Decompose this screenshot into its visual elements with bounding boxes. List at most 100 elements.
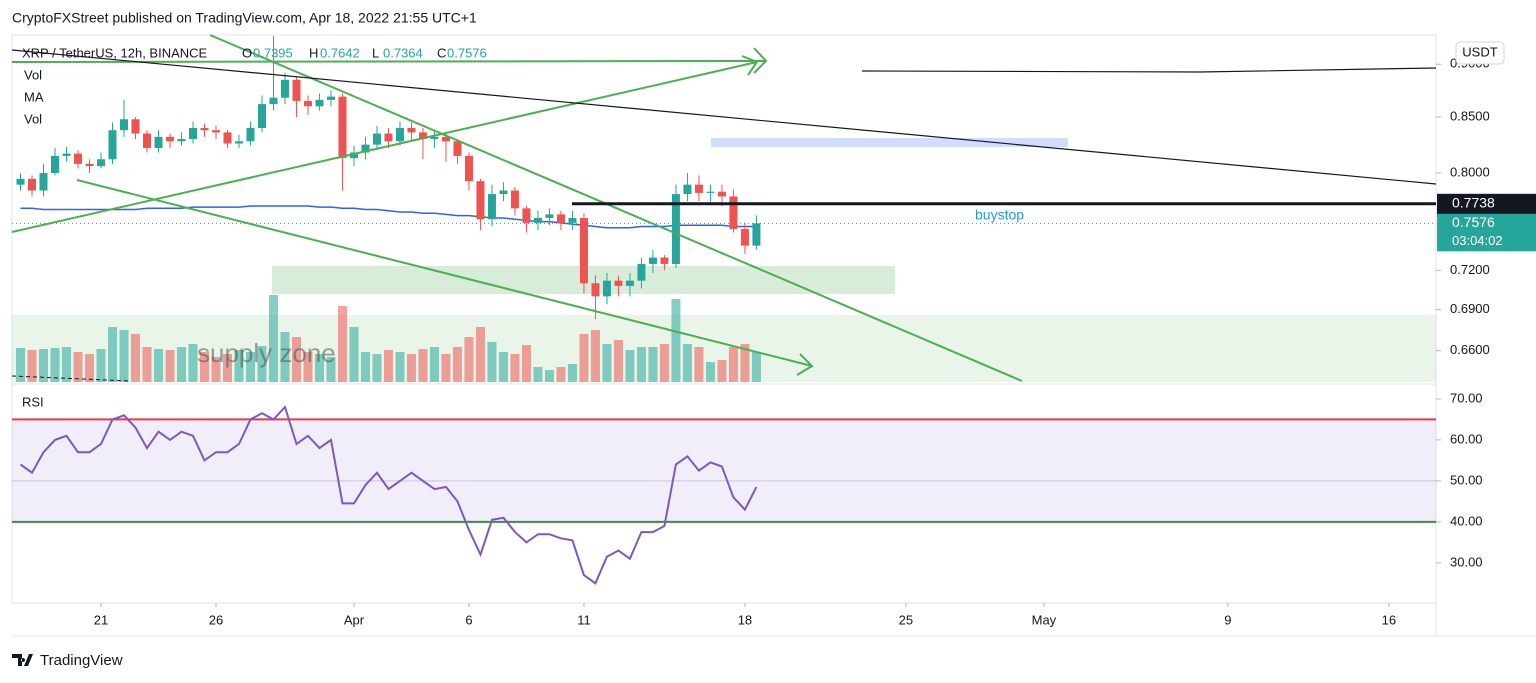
- volume-bar: [39, 349, 49, 382]
- volume-bar: [96, 349, 106, 382]
- ohlc-value: 0.7395: [253, 45, 293, 60]
- volume-bar: [705, 362, 715, 382]
- candle-body: [441, 136, 450, 142]
- candle-body: [119, 119, 128, 131]
- candle-body: [660, 257, 669, 264]
- volume-bar: [556, 367, 566, 382]
- volume-bar: [314, 354, 324, 382]
- trendline: [11, 49, 1437, 185]
- ohlc-value: 0.7642: [320, 45, 360, 60]
- currency-box: [1455, 41, 1505, 65]
- price-level-label: 0.7738: [1452, 195, 1495, 211]
- candle-body: [395, 127, 404, 142]
- last-price-box: [1437, 213, 1536, 252]
- candle-body: [74, 153, 83, 164]
- candle-body: [108, 130, 117, 160]
- volume-bar: [406, 354, 416, 382]
- candle-body: [671, 194, 680, 264]
- candle-body: [177, 139, 186, 142]
- x-tick-label: Apr: [344, 612, 365, 627]
- y-tick-label: 0.6600: [1450, 342, 1490, 357]
- volume-bar: [176, 347, 186, 382]
- x-tick-label: 18: [738, 612, 752, 627]
- supply-zone-label: supply zone: [197, 338, 336, 368]
- candle-body: [476, 181, 485, 220]
- volume-bar: [544, 370, 554, 382]
- volume-bar: [464, 337, 474, 382]
- legend-item: Vol: [24, 67, 42, 82]
- ohlc-value: 0.7364: [383, 45, 423, 60]
- candle-layer: [16, 35, 761, 320]
- candle-body: [349, 152, 358, 159]
- candle-body: [257, 104, 266, 128]
- candle-body: [430, 136, 439, 140]
- candle-body: [579, 217, 588, 284]
- y-tick-label: 70.00: [1450, 390, 1483, 405]
- x-tick-label: May: [1032, 612, 1057, 627]
- volume-bar: [16, 348, 26, 382]
- candle-body: [51, 155, 60, 174]
- volume-bar: [567, 364, 577, 382]
- volume-bar: [199, 352, 209, 382]
- volume-bar: [372, 354, 382, 382]
- candle-body: [591, 283, 600, 297]
- volume-layer: [16, 295, 761, 382]
- trendlines: [11, 34, 1023, 382]
- ma-layer: [12, 205, 1436, 229]
- y-tick-label: 0.8000: [1450, 164, 1490, 179]
- volume-bar: [602, 344, 612, 382]
- last-price-label: 0.7576: [1452, 214, 1495, 230]
- candle-body: [568, 217, 577, 223]
- buystop-label: buystop: [975, 207, 1024, 223]
- candle-body: [142, 133, 151, 148]
- candle-body: [246, 127, 255, 142]
- candle-body: [487, 194, 496, 220]
- y-tick-label: 50.00: [1450, 472, 1483, 487]
- currency-label: USDT: [1462, 44, 1497, 59]
- candle-body: [39, 173, 48, 191]
- candle-body: [614, 280, 623, 286]
- candle-body: [418, 132, 427, 140]
- candle-body: [510, 190, 519, 209]
- candle-body: [85, 163, 94, 167]
- volume-bar: [659, 344, 669, 382]
- candle-body: [533, 217, 542, 223]
- arrowhead: [741, 55, 759, 76]
- rsi-label: RSI: [22, 394, 44, 409]
- volume-bar: [130, 334, 140, 382]
- candle-body: [338, 96, 347, 159]
- volume-bar: [636, 347, 646, 382]
- volume-bar: [383, 350, 393, 382]
- y-tick-label: 0.7200: [1450, 262, 1490, 277]
- candle-body: [407, 127, 416, 133]
- candle-body: [131, 119, 140, 134]
- volume-bar: [487, 342, 497, 382]
- volume-bar: [337, 306, 347, 382]
- volume-bar: [579, 334, 589, 382]
- arrowhead: [796, 353, 814, 376]
- candle-body: [706, 191, 715, 193]
- candle-body: [361, 144, 370, 153]
- candle-body: [280, 79, 289, 98]
- candle-body: [625, 280, 634, 286]
- page-title: CryptoFXStreet published on TradingView.…: [12, 10, 477, 26]
- candle-body: [717, 191, 726, 197]
- volume-bar: [717, 360, 727, 382]
- volume-bar: [521, 345, 531, 382]
- y-tick-label: 30.00: [1450, 554, 1483, 569]
- volume-bar: [257, 346, 267, 382]
- volume-bar: [418, 349, 428, 382]
- candle-body: [28, 178, 37, 191]
- y-tick-label: 0.8500: [1450, 109, 1490, 124]
- volume-bar: [452, 347, 462, 382]
- volume-bar: [648, 347, 658, 382]
- volume-bar: [211, 357, 221, 382]
- symbol-title: XRP / TetherUS, 12h, BINANCE: [22, 45, 208, 60]
- x-tick-label: 16: [1382, 612, 1396, 627]
- candle-body: [97, 159, 105, 167]
- resistance-box: [711, 138, 1068, 147]
- candle-body: [188, 127, 197, 140]
- candle-body: [211, 130, 220, 133]
- volume-bar: [682, 344, 692, 382]
